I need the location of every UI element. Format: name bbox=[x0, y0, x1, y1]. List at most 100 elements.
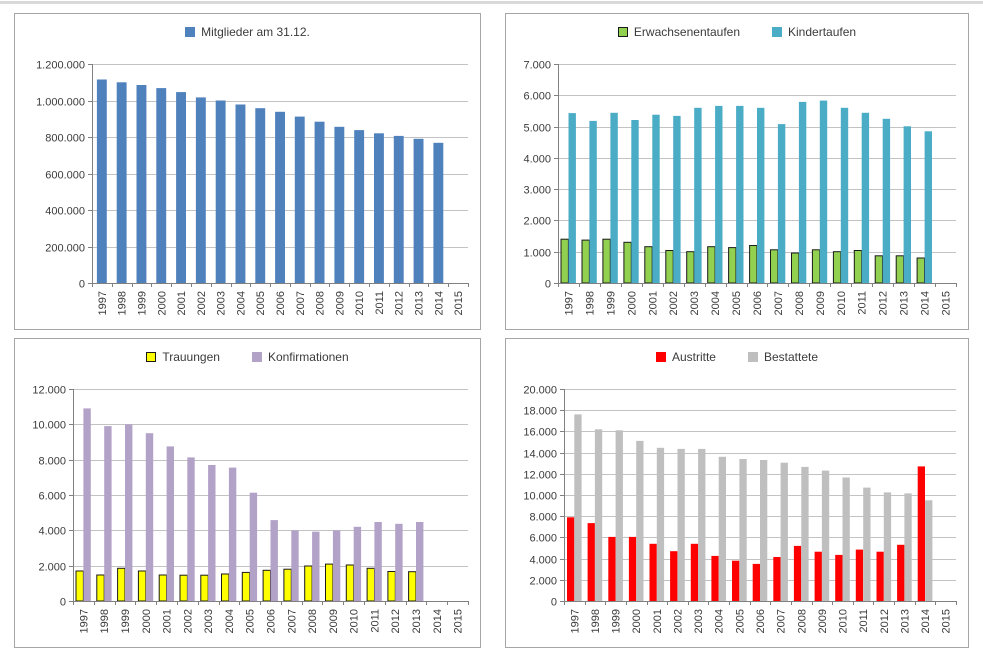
x-axis-label: 2008 bbox=[794, 291, 806, 315]
bar-2001 bbox=[652, 114, 660, 283]
bar-1999 bbox=[136, 85, 147, 283]
bar-2011 bbox=[374, 133, 384, 283]
bar-2005 bbox=[241, 571, 251, 602]
y-axis-label: 800.000 bbox=[45, 133, 85, 145]
bar-2002 bbox=[187, 457, 195, 601]
x-axis-label: 2003 bbox=[689, 291, 701, 315]
x-axis-label: 1999 bbox=[120, 609, 132, 633]
x-axis-label: 2003 bbox=[693, 609, 705, 633]
y-axis-label: 8.000 bbox=[38, 456, 66, 468]
bar-2013 bbox=[897, 544, 905, 601]
x-axis-label: 2001 bbox=[652, 609, 664, 633]
bar-2002 bbox=[670, 551, 678, 601]
x-axis-label: 1999 bbox=[605, 291, 617, 315]
legend-item-austritte: Austritte bbox=[655, 350, 716, 364]
x-axis-label: 2007 bbox=[776, 609, 788, 633]
window-top-edge bbox=[0, 1, 983, 4]
x-axis-label: 2009 bbox=[817, 609, 829, 633]
bar-1999 bbox=[608, 536, 616, 601]
x-axis-label: 2005 bbox=[734, 609, 746, 633]
bar-2002 bbox=[179, 574, 188, 602]
bar-2008 bbox=[314, 121, 325, 283]
bar-2013 bbox=[904, 493, 912, 601]
bar-2000 bbox=[137, 570, 147, 602]
chart-panel-austritte-bestattete: Austritte Bestattete 0 2.000 4.000 6.000 8.0… bbox=[505, 338, 969, 648]
x-axis-label: 2009 bbox=[334, 291, 346, 315]
bar-2006 bbox=[262, 569, 272, 602]
bar-1999 bbox=[602, 238, 611, 284]
bar-1998 bbox=[96, 574, 105, 602]
x-axis-label: 2006 bbox=[752, 291, 764, 315]
y-axis-label: 5.000 bbox=[523, 123, 551, 135]
legend-swatch-bestattete bbox=[747, 351, 758, 362]
x-axis-label: 2012 bbox=[879, 609, 891, 633]
bar-2005 bbox=[736, 105, 744, 284]
bar-2000 bbox=[145, 433, 154, 601]
x-axis-label: 2011 bbox=[857, 291, 869, 315]
y-axis-label: 7.000 bbox=[523, 60, 551, 72]
chart-panel-taufen: Erwachsenentaufen Kindertaufen 0 1.000 2.0… bbox=[505, 13, 969, 330]
bar-2008 bbox=[312, 531, 320, 601]
x-axis-label: 2013 bbox=[414, 291, 426, 315]
y-axis-label: 4.000 bbox=[38, 526, 66, 538]
bar-1998 bbox=[581, 239, 590, 284]
x-axis-label: 2004 bbox=[710, 291, 722, 315]
bar-2011 bbox=[853, 250, 863, 284]
legend-label-bestattete: Bestattete bbox=[763, 349, 819, 364]
bar-2009 bbox=[821, 470, 830, 601]
bar-1998 bbox=[587, 523, 595, 601]
bar-2010 bbox=[832, 251, 842, 284]
x-axis-label: 2002 bbox=[196, 291, 208, 315]
y-axis-label: 1.200.000 bbox=[36, 60, 85, 72]
bar-2011 bbox=[855, 549, 864, 601]
bar-1998 bbox=[589, 120, 597, 284]
bar-2005 bbox=[728, 247, 737, 284]
bar-2005 bbox=[249, 492, 258, 601]
x-axis-label: 2012 bbox=[390, 609, 402, 633]
bar-2010 bbox=[354, 130, 365, 283]
x-axis-label: 2015 bbox=[941, 609, 953, 633]
x-axis-label: 2008 bbox=[796, 609, 808, 633]
x-axis-label: 2009 bbox=[815, 291, 827, 315]
x-axis-label: 2002 bbox=[668, 291, 680, 315]
x-axis-label: 2000 bbox=[141, 609, 153, 633]
x-axis-label: 2014 bbox=[433, 291, 445, 315]
bar-1997 bbox=[560, 238, 569, 284]
chart-legend-austritte-bestattete: Austritte Bestattete bbox=[506, 339, 968, 371]
x-axis-label: 2012 bbox=[878, 291, 890, 315]
x-axis-label: 2014 bbox=[920, 291, 932, 315]
legend-label-erwachsenentaufen: Erwachsenentaufen bbox=[633, 24, 740, 39]
bar-2009 bbox=[334, 126, 345, 283]
bar-2001 bbox=[644, 246, 653, 284]
legend-item-konfirmationen: Konfirmationen bbox=[251, 350, 349, 364]
y-axis-label: 1.000 bbox=[523, 248, 551, 260]
bar-2006 bbox=[757, 107, 765, 283]
bar-1997 bbox=[83, 408, 91, 601]
legend-swatch-kindertaufen bbox=[772, 26, 782, 37]
x-axis-label: 2015 bbox=[941, 291, 953, 315]
legend-item-kindertaufen: Kindertaufen bbox=[772, 25, 856, 39]
y-axis-label: 6.000 bbox=[523, 91, 551, 103]
bar-2001 bbox=[656, 447, 665, 601]
bar-2002 bbox=[677, 448, 685, 601]
legend-item-mitglieder: Mitglieder am 31.12. bbox=[185, 25, 310, 39]
x-axis-label: 2011 bbox=[858, 609, 870, 633]
bar-1997 bbox=[96, 79, 107, 283]
bar-2002 bbox=[665, 250, 674, 284]
bar-1999 bbox=[125, 424, 133, 601]
x-axis-label: 1998 bbox=[584, 291, 596, 315]
legend-label-mitglieder: Mitglieder am 31.12. bbox=[201, 24, 310, 39]
bar-2010 bbox=[835, 554, 843, 601]
bar-2012 bbox=[874, 255, 884, 284]
y-axis-label: 2.000 bbox=[523, 216, 551, 228]
y-axis-label: 3.000 bbox=[523, 185, 551, 197]
x-axis-label: 2004 bbox=[224, 609, 236, 633]
x-axis-label: 2014 bbox=[920, 609, 932, 633]
bar-2001 bbox=[176, 92, 186, 283]
chart-legend-trauungen-konfirmationen: Trauungen Konfirmationen bbox=[15, 339, 480, 371]
bar-2009 bbox=[325, 563, 334, 602]
bar-1997 bbox=[574, 414, 582, 601]
bar-2008 bbox=[791, 252, 800, 284]
y-axis-label: 2.000 bbox=[38, 562, 66, 574]
bar-2000 bbox=[623, 241, 632, 284]
